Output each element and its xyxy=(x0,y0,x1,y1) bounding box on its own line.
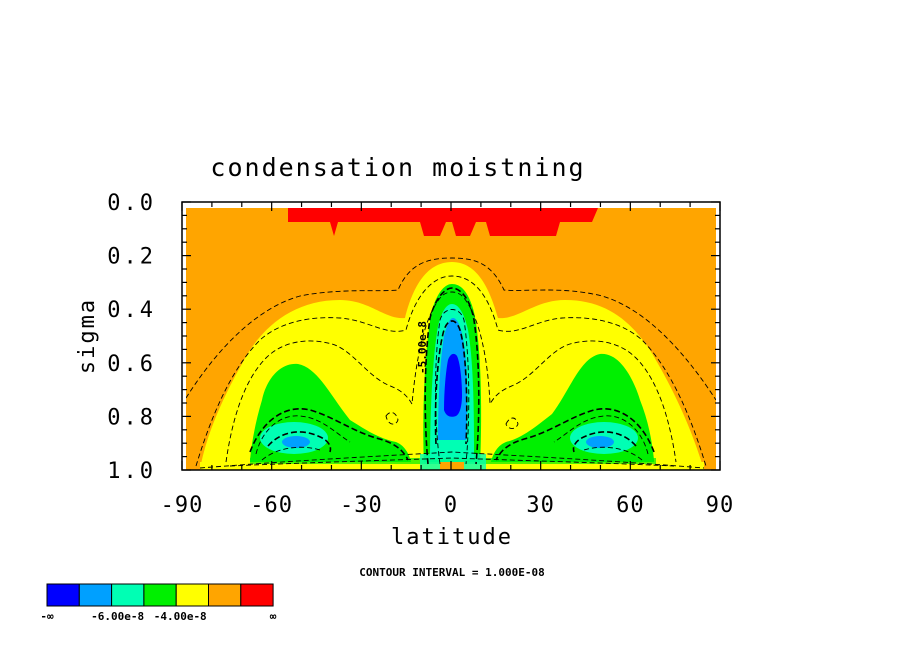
colorbar-label-3: ∞ xyxy=(270,610,277,623)
x-tick-label-0: -90 xyxy=(161,493,204,518)
y-tick-labels: 0.0 0.2 0.4 0.6 0.8 1.0 xyxy=(107,191,156,484)
colorbar-label-2: -4.00e-8 xyxy=(154,610,207,623)
x-tick-label-5: 60 xyxy=(616,493,645,518)
x-tick-label-3: 0 xyxy=(444,493,458,518)
contour-lines-bold xyxy=(249,287,655,465)
y-tick-label-0: 0.0 xyxy=(107,191,156,216)
fill-lightblue-right xyxy=(586,436,614,448)
colorbar-label-1: -6.00e-8 xyxy=(91,610,144,623)
contour-interval-note: CONTOUR INTERVAL = 1.000E-08 xyxy=(359,566,544,579)
colorbar-swatch-1 xyxy=(78,583,113,607)
inline-contour-label: -5.00e-8 xyxy=(416,321,429,374)
y-tick-label-2: 0.4 xyxy=(107,298,156,323)
x-tick-label-2: -30 xyxy=(340,493,383,518)
x-tick-label-6: 90 xyxy=(706,493,735,518)
chart-title: condensation moistning xyxy=(210,153,585,182)
colorbar-swatch-2 xyxy=(111,583,145,607)
y-tick-label-1: 0.2 xyxy=(107,245,156,270)
contour-lines xyxy=(186,257,716,469)
fill-lightblue-left xyxy=(282,436,310,448)
colorbar-swatch-0 xyxy=(46,583,80,607)
x-tick-label-4: 30 xyxy=(526,493,555,518)
y-axis-label: sigma xyxy=(75,298,100,374)
colorbar-swatch-5 xyxy=(208,583,242,607)
fill-red-band xyxy=(288,208,598,236)
colorbar-swatch-6 xyxy=(240,583,274,607)
fill-blue-center xyxy=(444,353,462,417)
colorbar-swatch-3 xyxy=(143,583,177,607)
y-tick-label-5: 1.0 xyxy=(107,459,156,484)
x-tick-labels: -90 -60 -30 0 30 60 90 xyxy=(161,493,735,518)
colorbar xyxy=(46,583,274,607)
y-tick-label-4: 0.8 xyxy=(107,405,156,430)
y-tick-label-3: 0.6 xyxy=(107,352,156,377)
colorbar-label-0: -∞ xyxy=(40,610,54,623)
colorbar-swatch-4 xyxy=(175,583,209,607)
colorbar-labels: -∞ -6.00e-8 -4.00e-8 ∞ xyxy=(40,610,276,623)
axis-ticks xyxy=(181,201,721,471)
x-axis-label: latitude xyxy=(391,525,513,550)
x-tick-label-1: -60 xyxy=(250,493,293,518)
